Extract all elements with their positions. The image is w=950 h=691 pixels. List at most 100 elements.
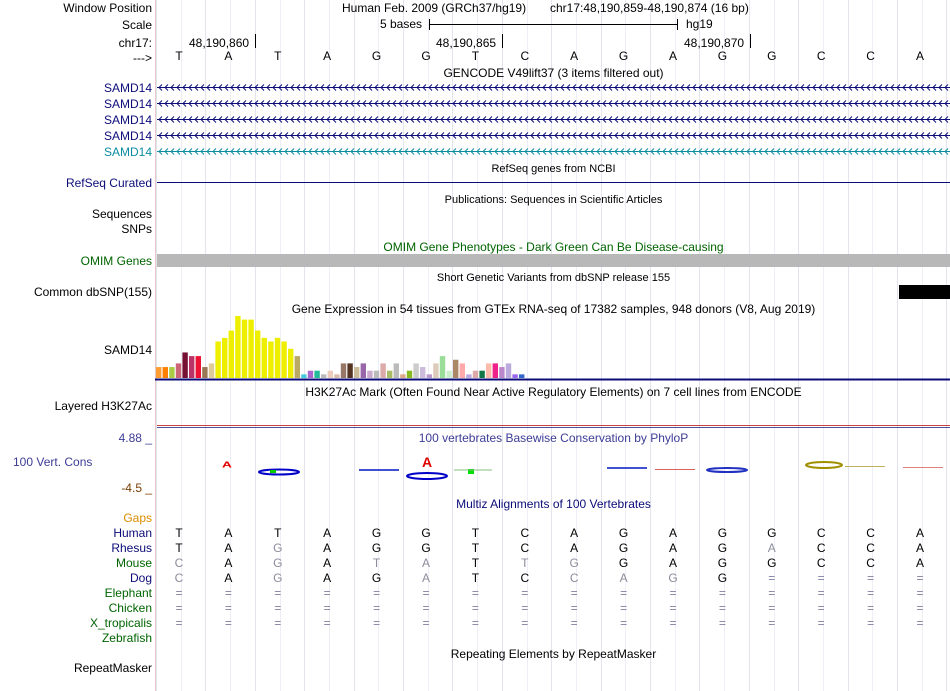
gtex-tissue-bar[interactable]: [400, 374, 406, 378]
gtex-tissue-bar[interactable]: [433, 363, 439, 378]
publications-track-title[interactable]: Publications: Sequences in Scientific Ar…: [444, 194, 663, 206]
gtex-tissue-bar[interactable]: [360, 363, 366, 378]
h3k27ac-signal-line-2[interactable]: [157, 427, 950, 428]
gtex-tissue-bar[interactable]: [288, 348, 294, 378]
gtex-tissue-bar[interactable]: [393, 363, 399, 378]
gtex-tissue-bar[interactable]: [274, 337, 281, 378]
gencode-gene-label[interactable]: SAMD14: [103, 129, 152, 143]
phylop-conservation-logo[interactable]: A A: [157, 452, 950, 482]
refseq-gene-line[interactable]: [157, 182, 950, 183]
dbsnp-label[interactable]: Common dbSNP(155): [33, 285, 152, 299]
gtex-tissue-bar[interactable]: [380, 363, 386, 378]
sequences-label[interactable]: Sequences: [91, 207, 152, 221]
gtex-tissue-bar[interactable]: [486, 363, 492, 378]
gencode-gene-label[interactable]: SAMD14: [103, 113, 152, 127]
gtex-tissue-bar[interactable]: [453, 359, 459, 378]
gtex-tissue-bar[interactable]: [420, 367, 426, 378]
gtex-tissue-bar[interactable]: [261, 337, 267, 378]
gtex-tissue-bar[interactable]: [413, 363, 419, 378]
refseq-label[interactable]: RefSeq Curated: [65, 176, 152, 190]
refseq-track-title[interactable]: RefSeq genes from NCBI: [491, 163, 616, 175]
gtex-tissue-bar[interactable]: [519, 374, 525, 378]
dbsnp-track-title[interactable]: Short Genetic Variants from dbSNP releas…: [436, 272, 671, 284]
species-label[interactable]: Dog: [129, 571, 152, 585]
gtex-tissue-bar[interactable]: [347, 363, 353, 378]
gtex-tissue-bar[interactable]: [314, 370, 320, 378]
gtex-tissue-bar[interactable]: [406, 370, 413, 378]
gtex-tissue-bar[interactable]: [340, 363, 347, 378]
species-label[interactable]: Human: [113, 526, 152, 540]
cons-track-label[interactable]: 100 Vert. Cons: [13, 455, 93, 469]
omim-track-title[interactable]: OMIM Gene Phenotypes - Dark Green Can Be…: [383, 240, 724, 254]
gencode-gene-label[interactable]: SAMD14: [103, 145, 152, 159]
gtex-tissue-bar[interactable]: [472, 370, 479, 378]
gtex-tissue-bar[interactable]: [387, 370, 393, 378]
gtex-gene-label[interactable]: SAMD14: [103, 343, 152, 357]
snps-label[interactable]: SNPs: [121, 222, 152, 236]
gtex-tissue-bar[interactable]: [202, 367, 208, 378]
gtex-tissue-bar[interactable]: [439, 356, 446, 378]
species-label[interactable]: X_tropicalis: [89, 616, 152, 630]
gencode-gene-models[interactable]: [157, 80, 950, 160]
gtex-tissue-bar[interactable]: [162, 367, 168, 378]
gtex-tissue-bar[interactable]: [182, 352, 188, 378]
gencode-gene-label[interactable]: SAMD14: [103, 97, 152, 111]
gtex-tissue-bar[interactable]: [334, 374, 340, 378]
gtex-tissue-bar[interactable]: [499, 367, 505, 378]
h3k27ac-signal-line[interactable]: [157, 425, 950, 426]
gtex-tissue-bar[interactable]: [367, 370, 373, 378]
gtex-tissue-bar[interactable]: [373, 370, 380, 378]
gtex-tissue-bar[interactable]: [189, 356, 195, 378]
gtex-track-title[interactable]: Gene Expression in 54 tissues from GTEx …: [291, 302, 816, 316]
species-label[interactable]: Rhesus: [111, 541, 152, 555]
gtex-tissue-bar[interactable]: [241, 319, 248, 378]
dbsnp-variant-block[interactable]: [899, 285, 950, 299]
gtex-tissue-bar[interactable]: [255, 330, 261, 378]
species-label[interactable]: Elephant: [104, 586, 152, 600]
gtex-tissue-bar[interactable]: [235, 316, 241, 378]
gtex-tissue-bar[interactable]: [479, 370, 485, 378]
gtex-tissue-bar[interactable]: [294, 356, 300, 378]
omim-label[interactable]: OMIM Genes: [80, 254, 152, 268]
species-label[interactable]: Mouse: [115, 556, 152, 570]
alignment-base: C: [174, 556, 184, 570]
gtex-tissue-bar[interactable]: [466, 374, 472, 378]
phylop-track-title[interactable]: 100 vertebrates Basewise Conservation by…: [418, 431, 689, 445]
species-label[interactable]: Chicken: [108, 601, 152, 615]
h3k27ac-track-title[interactable]: H3K27Ac Mark (Often Found Near Active Re…: [305, 385, 802, 399]
gtex-tissue-bar[interactable]: [492, 363, 498, 378]
gtex-tissue-bar[interactable]: [307, 370, 314, 378]
gtex-tissue-bar[interactable]: [248, 319, 254, 378]
gtex-tissue-bar[interactable]: [321, 374, 327, 378]
gtex-tissue-bar[interactable]: [354, 367, 360, 378]
repeatmasker-label[interactable]: RepeatMasker: [73, 661, 152, 675]
gtex-tissue-bar[interactable]: [175, 363, 182, 378]
gtex-tissue-bar[interactable]: [327, 370, 333, 378]
multiz-track-title[interactable]: Multiz Alignments of 100 Vertebrates: [456, 497, 651, 511]
gtex-tissue-bar[interactable]: [222, 337, 228, 378]
gtex-tissue-bar[interactable]: [228, 330, 234, 378]
h3k27ac-label[interactable]: Layered H3K27Ac: [54, 399, 152, 413]
gtex-tissue-bar[interactable]: [446, 370, 452, 378]
alignment-base: =: [323, 616, 331, 630]
gtex-tissue-bar[interactable]: [208, 363, 215, 378]
gtex-tissue-bar[interactable]: [426, 374, 432, 378]
gtex-tissue-bar[interactable]: [505, 363, 512, 378]
repeatmasker-track-title[interactable]: Repeating Elements by RepeatMasker: [450, 647, 657, 661]
label-column-divider: [155, 0, 156, 691]
gencode-gene-label[interactable]: SAMD14: [103, 81, 152, 95]
gtex-tissue-bar[interactable]: [195, 356, 201, 378]
gtex-tissue-bar[interactable]: [281, 341, 287, 379]
gtex-tissue-bar[interactable]: [512, 374, 518, 378]
omim-gene-bar[interactable]: [157, 254, 950, 267]
gtex-tissue-bar[interactable]: [268, 341, 274, 379]
gtex-tissue-bar[interactable]: [215, 341, 221, 379]
gtex-tissue-bar[interactable]: [459, 363, 465, 378]
gencode-track-title[interactable]: GENCODE V49lift37 (3 items filtered out): [443, 66, 664, 80]
gtex-tissue-bar[interactable]: [156, 367, 162, 378]
species-label[interactable]: Zebrafish: [101, 631, 152, 645]
alignment-base: =: [669, 586, 677, 600]
gtex-expression-chart[interactable]: [155, 316, 950, 382]
gtex-tissue-bar[interactable]: [169, 367, 175, 378]
gtex-tissue-bar[interactable]: [301, 374, 307, 378]
